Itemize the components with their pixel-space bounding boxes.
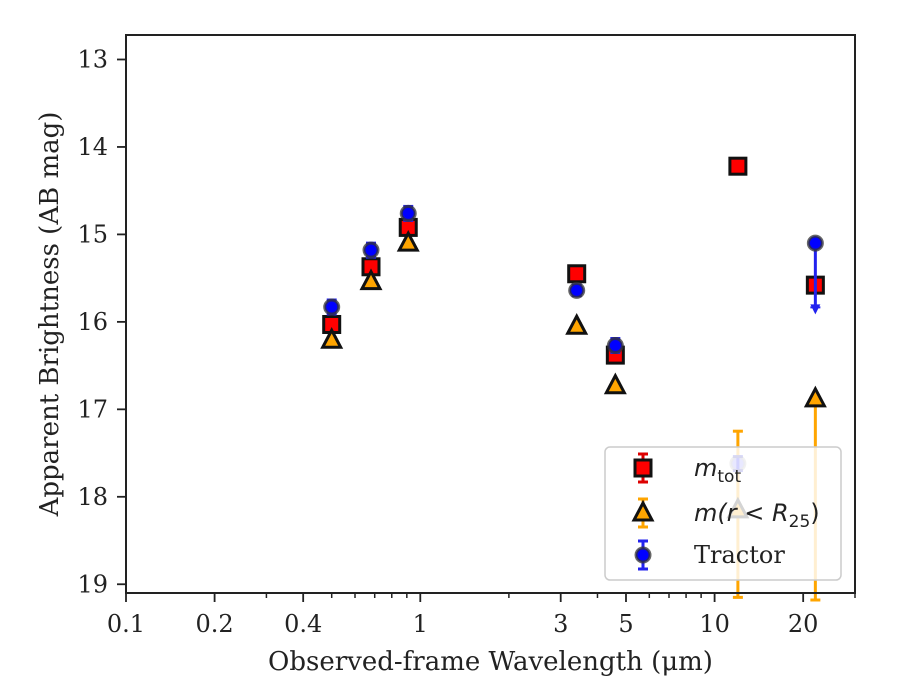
series-tractor: [323, 204, 824, 473]
y-tick-label: 14: [77, 133, 108, 161]
legend-label-tractor: Tractor: [694, 541, 785, 569]
m-r25-point: [396, 229, 420, 252]
tractor-point: [399, 204, 417, 222]
y-tick-label: 15: [77, 220, 108, 248]
y-tick-label: 13: [77, 45, 108, 73]
legend-marker-m-r25: [631, 499, 655, 522]
x-tick-label: 0.1: [107, 610, 145, 638]
legend-box: [604, 446, 842, 581]
legend-label-mtot: mtot: [694, 454, 741, 487]
y-tick-label: 19: [77, 570, 108, 598]
tractor-point: [362, 241, 380, 259]
m-r25-point: [803, 385, 827, 408]
x-tick-label: 0.2: [196, 610, 234, 638]
legend: mtot m(r < R25) Tractor: [604, 446, 842, 581]
m-r25-point: [320, 327, 344, 349]
x-tick-label: 10: [699, 610, 730, 638]
tractor-point: [323, 298, 341, 316]
x-tick-label: 0.4: [284, 610, 322, 638]
y-tick-label: 17: [77, 395, 108, 423]
x-axis-title: Observed-frame Wavelength (μm): [268, 647, 713, 677]
tractor-point: [806, 234, 824, 252]
tractor-upper-limit-arrow: [810, 304, 821, 315]
m-r25-point: [603, 372, 627, 395]
x-tick-label: 20: [788, 610, 819, 638]
y-tick-label: 18: [77, 483, 108, 511]
mtot-point: [567, 264, 587, 284]
mtot-point: [728, 156, 748, 176]
x-tick-label: 3: [553, 610, 568, 638]
plot-frame: [125, 34, 856, 594]
y-tick-label: 16: [77, 308, 108, 336]
legend-label-m-r25: m(r < R25): [694, 499, 820, 532]
tractor-point: [606, 336, 624, 354]
x-tick-label: 1: [413, 610, 428, 638]
tractor-point: [568, 281, 586, 299]
m-r25-point: [359, 268, 383, 291]
x-axis: 0.1 0.2 0.4 1 3 5 10 20: [107, 593, 856, 638]
y-axis-title: Apparent Brightness (AB mag): [35, 112, 65, 518]
legend-marker-tractor: [634, 546, 652, 564]
m-r25-point: [565, 313, 589, 335]
legend-marker-mtot: [633, 458, 653, 478]
x-tick-label: 5: [618, 610, 633, 638]
y-axis: 13 14 15 16 17 18 19: [77, 45, 126, 598]
